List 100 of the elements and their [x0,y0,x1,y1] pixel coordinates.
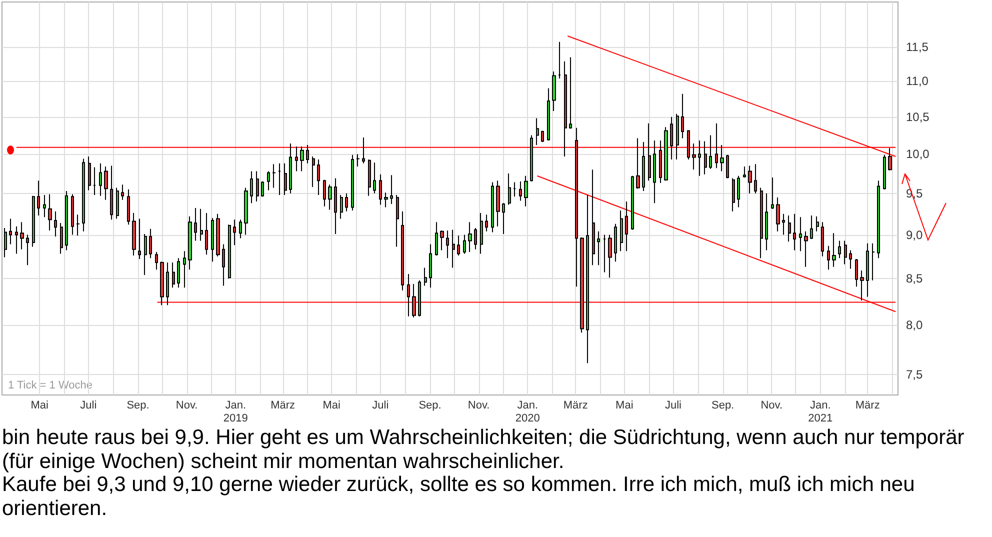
candlestick [144,233,147,276]
candlestick [60,222,63,254]
candlestick [267,170,270,191]
candlestick [284,162,287,196]
x-tick-label: März [563,400,588,412]
y-tick-label: 7,5 [906,367,924,382]
candlestick [239,219,242,239]
candlestick [99,162,102,196]
candlestick [536,118,539,146]
candlestick [513,182,516,198]
candlestick [502,202,505,234]
candlestick [272,164,276,188]
candlestick [317,159,320,196]
candlestick [183,250,186,288]
candlestick [412,283,416,318]
candlestick [312,156,315,188]
y-tick-label: 11,5 [906,40,929,54]
candlestick [116,187,119,220]
candlestick [832,232,836,268]
candlestick [121,184,124,200]
candlestick [104,166,108,200]
candlestick [748,165,752,194]
candlestick [440,230,444,251]
candlestick [463,234,466,254]
candlestick [396,194,399,248]
candlestick [300,146,304,172]
x-tick-label: Juli [664,400,682,412]
candlestick [564,60,567,157]
candlestick [194,208,197,242]
candlestick [390,174,393,204]
candlestick [704,140,707,175]
candlestick [71,194,74,236]
candlestick [222,244,225,286]
candlestick [480,212,483,254]
candlestick [228,224,231,280]
candlestick [351,154,354,212]
y-tick-label: 10,0 [906,147,930,162]
candlestick [4,228,7,258]
candlestick [278,162,281,196]
candlestick [681,93,684,139]
candlestick [530,134,533,182]
candlestick [743,166,746,178]
candlestick [65,190,68,251]
candlestick [838,240,841,259]
candlestick [760,187,763,259]
candlestick [205,212,208,256]
text: bin heute raus bei 9,9. Hier geht es um Wahrscheinlichkeiten; die Südrichtung, wenn auch nur temporär (für einige Wochen) scheint mir momentan wahrscheinlicher. Kaufe bei 9,3 und 9,10 gerne wieder zurück, sollte es so kommen. Irre ich mich, muß ich mich neu orientieren. [2,426,966,520]
candlestick [883,154,886,190]
candlestick [771,176,774,210]
candlestick [20,222,24,250]
candlestick [261,180,264,198]
candlestick [457,235,460,256]
candlestick [166,262,169,306]
candlestick [54,210,57,237]
x-tick-label: Nov. [176,400,198,412]
x-tick-label: Nov. [760,400,783,412]
candlestick [211,217,214,262]
candlestick [782,213,785,236]
candlestick [558,41,561,79]
candlestick [401,210,404,291]
candlestick [76,214,80,236]
candlestick [866,242,869,298]
candlestick [334,178,337,234]
candlestick [9,218,12,245]
y-tick-label: 10,5 [906,110,930,124]
candlestick [754,164,757,194]
candlestick [37,180,40,216]
candlestick [177,258,180,288]
candlestick [250,170,253,204]
candlestick [82,158,85,232]
y-tick-label: 8,5 [906,272,924,286]
y-tick-label: 11,0 [906,74,929,88]
candlestick [726,154,729,179]
candlestick [149,228,152,259]
candlestick [323,179,326,207]
candlestick [345,192,348,212]
candlestick [586,194,589,364]
candlestick [244,187,248,236]
candlestick [172,262,175,288]
x-tick-label: Jan. 2019 [223,400,248,424]
candlestick [676,113,679,160]
candlestick [827,245,830,270]
x-tick-label: Mai [30,400,48,412]
candlestick [43,194,46,218]
candlestick [709,134,712,170]
candlestick [720,144,724,172]
candlestick [356,154,360,168]
candlestick [26,234,29,266]
candlestick [698,140,701,176]
candlestick [508,173,511,206]
candlestick [642,142,645,192]
x-tick-label: Mai [616,400,634,412]
candlestick [418,280,421,317]
candlestick [580,236,584,334]
x-tick-label: Sep. [126,400,150,412]
candlestick [592,169,595,266]
candlestick [816,216,819,232]
candlestick [519,180,522,202]
candlestick [821,222,824,257]
candlestick [289,143,292,194]
